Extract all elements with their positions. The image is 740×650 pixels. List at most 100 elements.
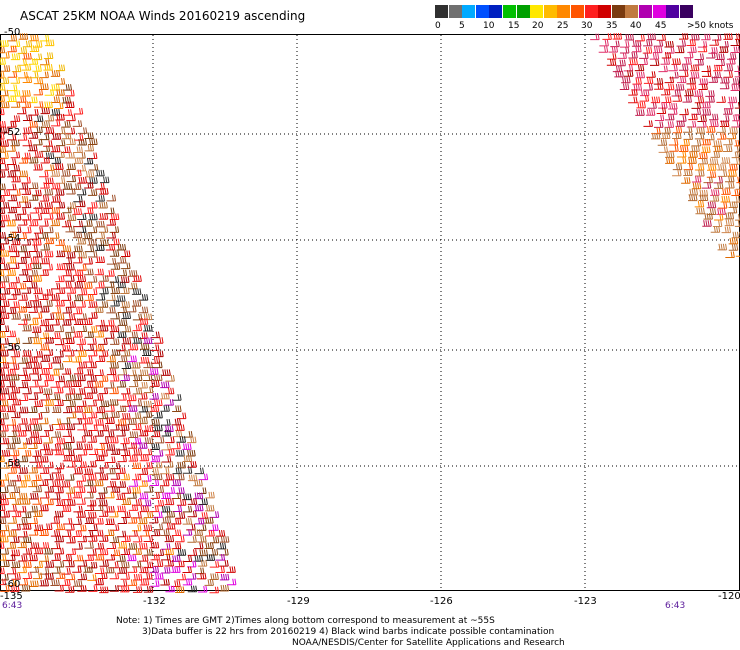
wind-barb xyxy=(701,101,711,109)
wind-barb xyxy=(182,455,193,462)
wind-barb xyxy=(719,82,730,90)
wind-barb xyxy=(84,144,95,152)
wind-barb xyxy=(55,113,65,121)
wind-barb xyxy=(708,47,718,54)
wind-barb xyxy=(131,361,141,369)
wind-barb xyxy=(51,493,61,500)
wind-barb xyxy=(0,455,5,463)
wind-barb xyxy=(121,250,131,258)
wind-barb xyxy=(32,450,42,457)
wind-barb xyxy=(84,268,94,276)
wind-barb xyxy=(160,529,170,537)
wind-barb xyxy=(17,245,28,253)
wind-barb xyxy=(29,566,40,573)
wind-barb xyxy=(693,90,704,97)
wind-barb xyxy=(29,34,39,42)
wind-barb xyxy=(62,319,72,326)
wind-barb xyxy=(43,64,53,71)
wind-barb xyxy=(671,58,681,65)
wind-barb xyxy=(73,580,83,587)
wind-barb xyxy=(120,449,131,456)
wind-barb xyxy=(172,430,183,438)
wind-barb xyxy=(55,64,66,72)
wind-barb xyxy=(734,70,740,78)
wind-barb xyxy=(73,307,83,315)
wind-barb xyxy=(87,574,97,581)
wind-barb xyxy=(54,313,65,320)
wind-barb xyxy=(105,381,115,389)
wind-barb xyxy=(688,151,698,158)
wind-barb xyxy=(110,287,121,295)
wind-barb xyxy=(132,535,143,543)
wind-barb xyxy=(0,140,9,147)
wind-barb xyxy=(698,194,709,202)
wind-barb xyxy=(21,152,31,160)
wind-barb xyxy=(73,294,84,302)
wind-barb xyxy=(0,368,5,376)
wind-barb xyxy=(33,77,44,85)
wind-barb xyxy=(55,499,66,506)
wind-barb xyxy=(94,381,104,388)
wind-barb xyxy=(18,182,29,190)
wind-barb xyxy=(95,232,106,239)
wind-barb xyxy=(73,256,83,264)
wind-barb xyxy=(187,573,197,580)
wind-barb xyxy=(73,107,84,115)
wind-barb xyxy=(17,134,28,141)
wind-barb xyxy=(66,287,77,294)
wind-barb xyxy=(128,282,138,290)
wind-barb xyxy=(32,326,42,333)
wind-barb xyxy=(109,436,119,444)
wind-barb xyxy=(18,492,28,500)
wind-barb xyxy=(681,177,691,184)
wind-barb xyxy=(172,505,183,513)
wind-barb xyxy=(29,492,39,500)
wind-barb xyxy=(65,337,75,344)
wind-barb xyxy=(65,387,76,395)
wind-barb xyxy=(87,499,97,507)
wind-barb xyxy=(44,313,55,320)
wind-barb xyxy=(153,374,163,381)
wind-barb xyxy=(84,294,94,301)
wind-barb xyxy=(149,516,159,524)
wind-barb xyxy=(702,220,712,227)
wind-barb xyxy=(88,288,98,296)
wind-barb xyxy=(193,479,203,487)
wind-barb xyxy=(65,487,76,494)
wind-barb xyxy=(21,63,32,71)
wind-barb xyxy=(7,282,18,289)
colorbar-swatch xyxy=(625,5,640,18)
wind-barb xyxy=(77,288,88,296)
wind-barb xyxy=(43,349,54,356)
wind-barb xyxy=(0,356,7,364)
wind-barb xyxy=(730,46,740,54)
wind-barb xyxy=(54,547,65,555)
wind-barb xyxy=(18,406,29,414)
wind-barb xyxy=(153,560,164,567)
wind-barb xyxy=(138,405,149,413)
wind-barb xyxy=(614,70,624,78)
wind-barb xyxy=(0,493,7,500)
wind-barb xyxy=(619,46,630,54)
wind-barb xyxy=(29,380,39,388)
wind-barb xyxy=(17,505,27,513)
wind-barb xyxy=(198,473,209,481)
wind-barb xyxy=(672,132,682,140)
wind-barb xyxy=(193,529,204,536)
wind-barb xyxy=(713,64,723,72)
wind-barb xyxy=(17,541,27,549)
wind-barb xyxy=(99,400,110,407)
wind-barb xyxy=(694,58,704,66)
wind-barb xyxy=(734,33,740,40)
wind-barb xyxy=(17,442,27,449)
wind-barb xyxy=(160,405,170,412)
wind-barb xyxy=(186,523,196,531)
wind-barb xyxy=(62,554,73,562)
wind-barb xyxy=(0,306,7,313)
wind-barb xyxy=(44,89,55,96)
wind-barb xyxy=(83,257,93,265)
note-line-2: 3)Data buffer is 22 hrs from 20160219 4)… xyxy=(142,627,555,637)
wind-barb xyxy=(83,318,93,325)
wind-barb xyxy=(150,331,160,339)
